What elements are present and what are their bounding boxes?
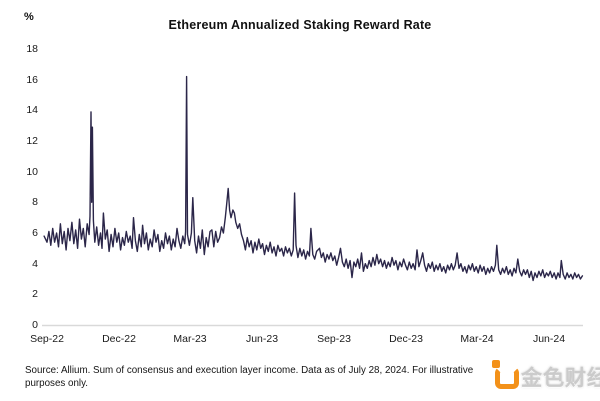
y-tick-label: 8 xyxy=(32,196,38,208)
y-tick-label: 18 xyxy=(26,43,38,55)
x-tick-label: Jun-24 xyxy=(532,333,566,345)
jinse-finance-watermark: 金色财经 xyxy=(489,357,600,395)
x-tick-label: Sep-22 xyxy=(30,333,64,345)
chart-title: Ethereum Annualized Staking Reward Rate xyxy=(168,18,432,32)
x-tick-label: Mar-24 xyxy=(460,333,494,345)
jinse-logo-icon xyxy=(492,360,520,389)
y-tick-label: 2 xyxy=(32,288,38,300)
source-note: Source: Allium. Sum of consensus and exe… xyxy=(25,364,565,390)
x-tick-label: Jun-23 xyxy=(245,333,279,345)
x-tick-label: Dec-22 xyxy=(102,333,136,345)
watermark-text: 金色财经 xyxy=(521,367,600,390)
x-tick-label: Dec-23 xyxy=(389,333,423,345)
reward-rate-line xyxy=(43,75,584,282)
source-note-line1: Source: Allium. Sum of consensus and exe… xyxy=(25,365,474,376)
x-tick-label: Sep-23 xyxy=(317,333,351,345)
y-tick-label: 6 xyxy=(32,227,38,239)
y-axis-unit-label: % xyxy=(24,11,34,23)
y-tick-label: 12 xyxy=(26,135,38,147)
y-tick-label: 14 xyxy=(26,104,38,116)
y-tick-label: 10 xyxy=(26,166,38,178)
y-tick-label: 4 xyxy=(32,258,38,270)
source-note-line2: purposes only. xyxy=(25,378,88,389)
x-tick-label: Mar-23 xyxy=(173,333,207,345)
y-tick-label: 0 xyxy=(32,319,38,331)
y-tick-label: 16 xyxy=(26,74,38,86)
